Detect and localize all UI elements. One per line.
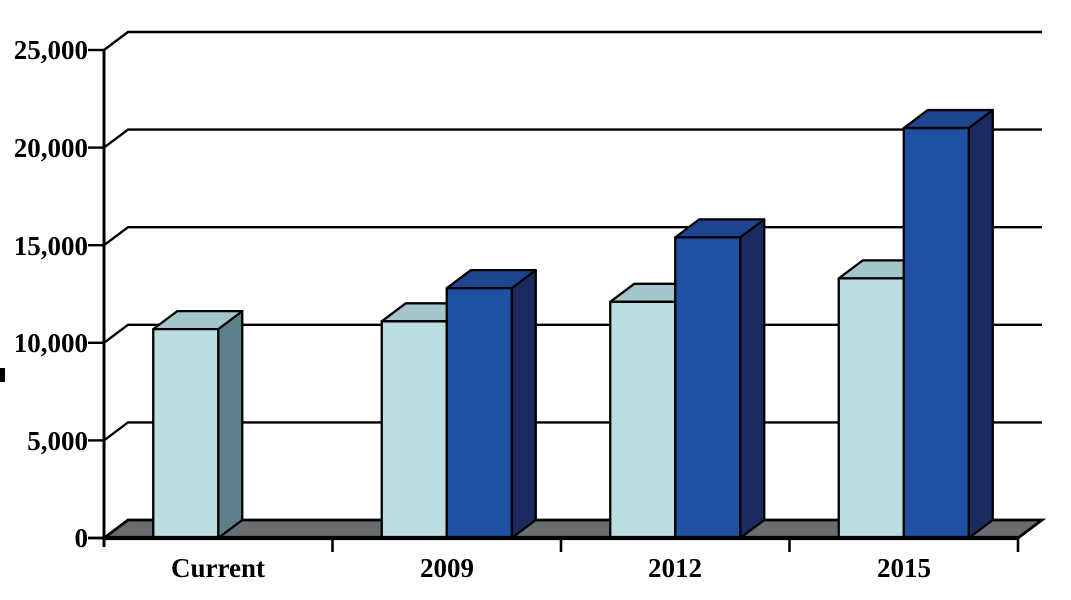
y-tick-label: 25,000 bbox=[13, 35, 88, 65]
x-category-label: Current bbox=[171, 553, 265, 583]
y-tick-label: 15,000 bbox=[13, 231, 88, 261]
y-tick-label: 0 bbox=[74, 523, 89, 553]
x-category-label: 2012 bbox=[648, 553, 702, 583]
y-tick-label: 10,000 bbox=[13, 328, 88, 358]
x-category-label: 2015 bbox=[877, 553, 931, 583]
x-category-label: 2009 bbox=[420, 553, 474, 583]
y-tick-label: 20,000 bbox=[13, 133, 88, 163]
y-tick-label: 5,000 bbox=[27, 426, 88, 456]
